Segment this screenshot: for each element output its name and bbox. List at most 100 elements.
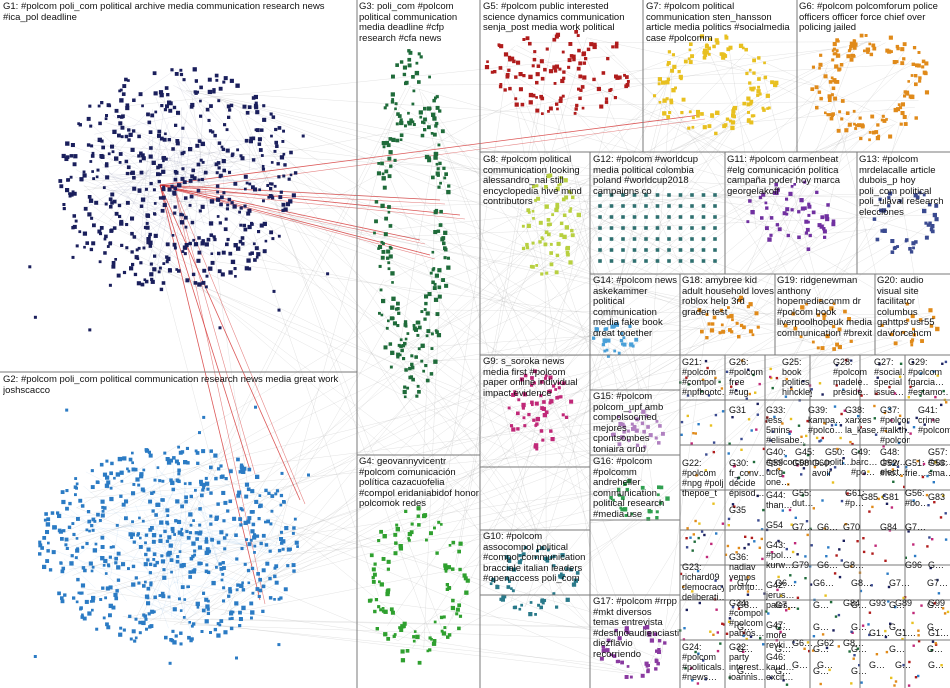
node (819, 439, 823, 442)
tiny-group-label: G… (851, 600, 868, 610)
node (45, 522, 51, 527)
node (196, 90, 200, 94)
node (222, 536, 227, 540)
node (887, 196, 891, 200)
node (379, 529, 384, 534)
node (158, 90, 164, 95)
edge (122, 616, 613, 666)
node (856, 647, 860, 650)
edge (200, 141, 212, 196)
node (152, 71, 157, 76)
node (918, 76, 922, 80)
node (287, 177, 291, 181)
node (810, 87, 815, 92)
node (818, 67, 821, 70)
node (555, 605, 559, 609)
edge (752, 123, 849, 312)
node (396, 355, 400, 359)
edge (270, 515, 278, 536)
node (667, 248, 671, 252)
node (842, 539, 845, 542)
node (209, 465, 213, 470)
node (621, 204, 625, 208)
node (521, 402, 526, 408)
node (605, 648, 610, 653)
node (199, 483, 203, 487)
node (570, 228, 574, 233)
node (406, 386, 410, 390)
node (224, 477, 228, 481)
node (420, 310, 424, 314)
node (419, 115, 423, 119)
small-group-label: G81 (882, 492, 900, 502)
small-group-label: G70 (843, 522, 861, 532)
edge (179, 279, 385, 625)
node (48, 568, 53, 572)
node (165, 457, 170, 462)
small-group-label: G84 (843, 598, 861, 608)
edge (193, 466, 661, 660)
node (396, 307, 400, 311)
node (158, 196, 163, 200)
node (688, 110, 692, 114)
node (870, 584, 873, 587)
node (654, 658, 658, 662)
edge (379, 502, 617, 566)
node (793, 183, 797, 186)
node (704, 678, 707, 681)
node (144, 552, 148, 557)
node (614, 44, 619, 49)
edge (176, 79, 221, 179)
node (423, 317, 427, 321)
node (111, 261, 116, 265)
node (523, 373, 528, 378)
node (829, 306, 834, 311)
node (65, 188, 70, 193)
node (264, 543, 269, 547)
node (700, 530, 704, 533)
node (790, 523, 793, 526)
node (834, 64, 839, 69)
node (765, 226, 769, 231)
node (230, 154, 234, 158)
node (737, 476, 741, 479)
node (162, 137, 167, 142)
edge (215, 97, 818, 239)
node (562, 234, 567, 240)
node (725, 632, 729, 635)
node (195, 451, 200, 455)
node (685, 608, 688, 612)
node (554, 270, 559, 275)
node (713, 237, 717, 241)
node (134, 636, 138, 640)
edge (439, 124, 894, 281)
node (239, 523, 243, 527)
node (138, 545, 143, 549)
node (281, 547, 285, 551)
node (179, 631, 183, 635)
node (829, 468, 832, 471)
edge (442, 214, 701, 316)
node (136, 281, 141, 286)
node (549, 429, 553, 433)
node (430, 332, 434, 336)
node (420, 359, 424, 363)
node (277, 234, 281, 238)
node (152, 267, 157, 272)
node (498, 84, 503, 89)
node (678, 226, 683, 230)
node (741, 359, 744, 362)
node (131, 564, 136, 569)
node (82, 173, 87, 178)
node (881, 114, 885, 118)
edge (381, 214, 935, 238)
node (703, 533, 706, 537)
node (662, 111, 667, 116)
node (268, 576, 272, 581)
node (112, 199, 117, 204)
node (559, 395, 563, 399)
node (425, 378, 430, 383)
node (28, 265, 32, 269)
node (173, 246, 177, 250)
node (727, 517, 731, 521)
